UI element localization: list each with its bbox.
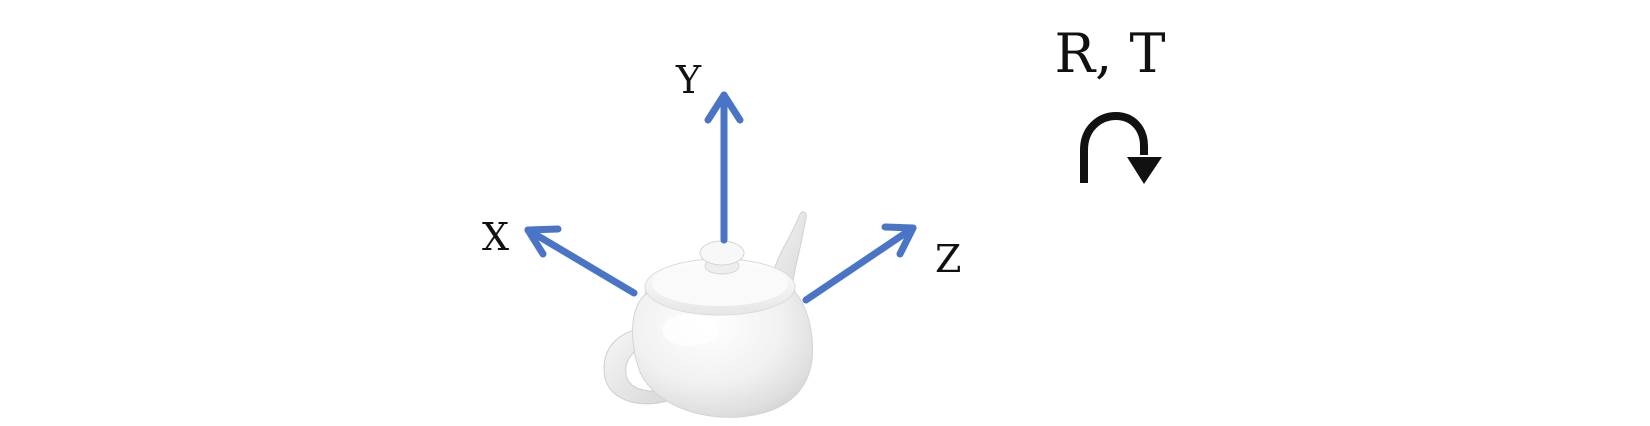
rotate-arrow-icon (1080, 112, 1162, 184)
x-axis-arrow (524, 225, 638, 297)
z-axis-label: Z (935, 237, 961, 281)
teapot-icon (603, 211, 814, 418)
z-axis-arrow (802, 223, 917, 304)
transform-label: R, T (1054, 22, 1165, 85)
x-axis-label: X (482, 215, 509, 259)
y-axis-label: Y (675, 58, 702, 102)
y-axis-arrow (704, 91, 744, 244)
axis-arrows (524, 91, 917, 304)
